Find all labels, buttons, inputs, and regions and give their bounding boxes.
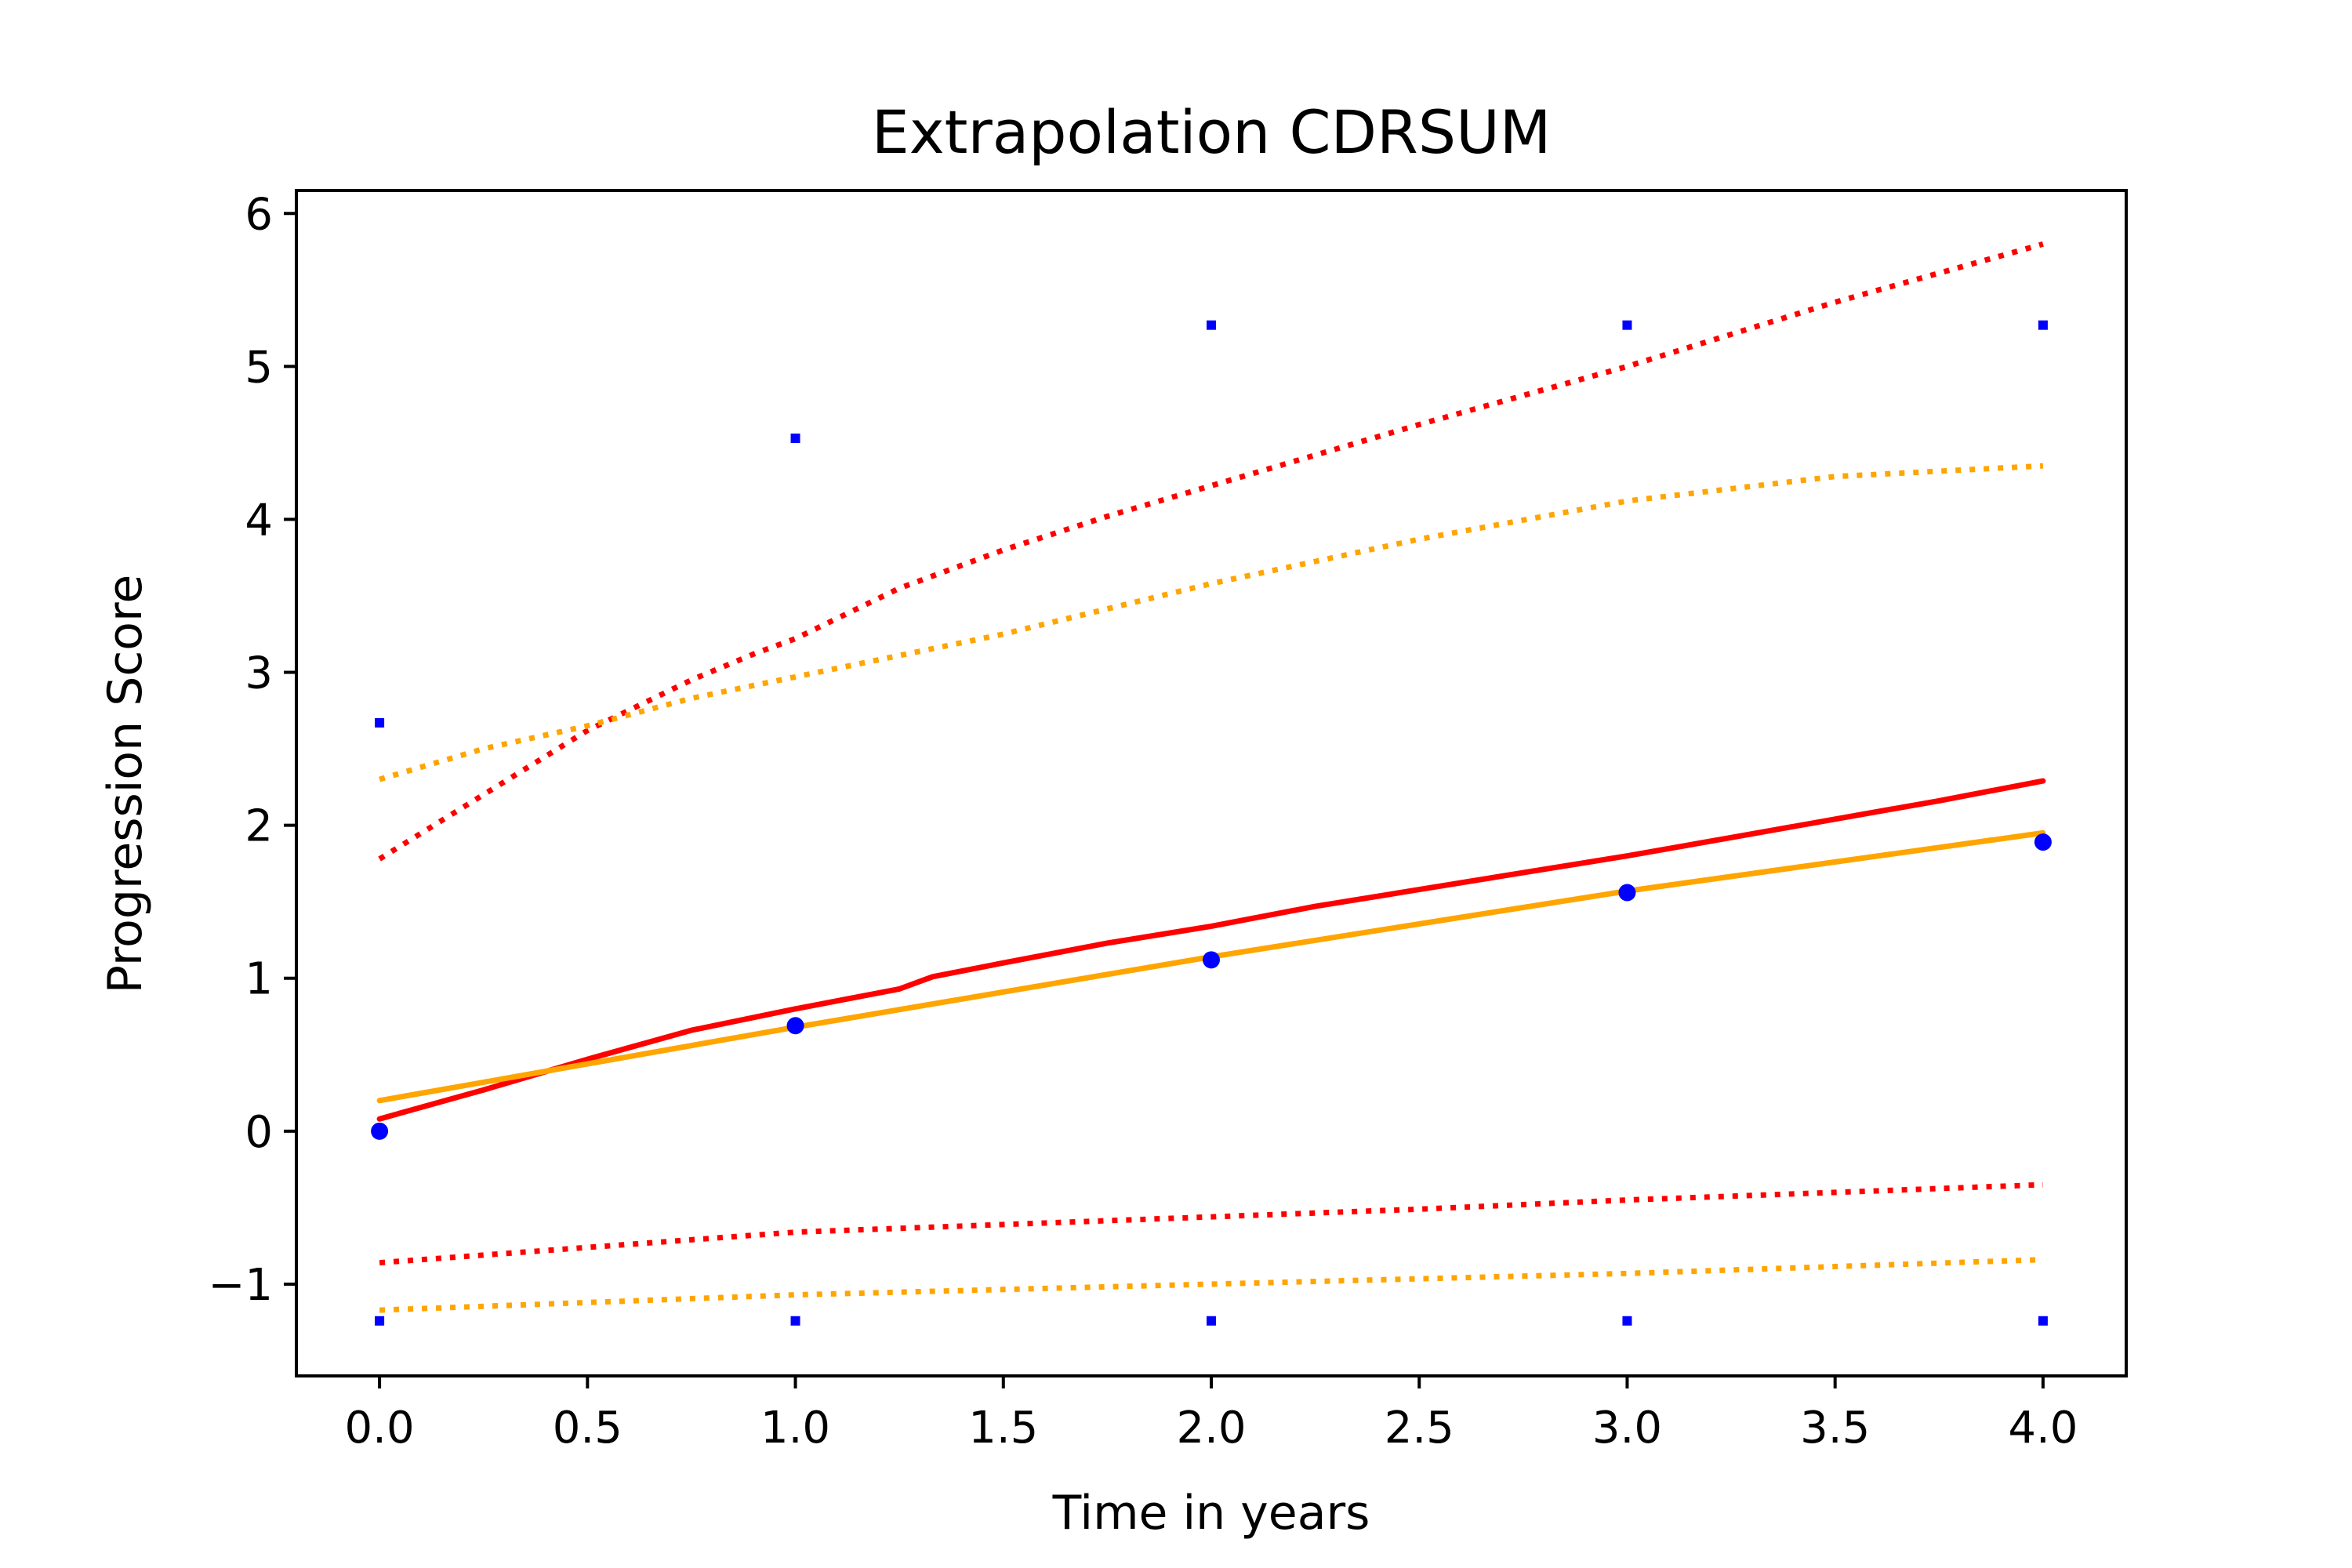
data-point-marker	[1207, 320, 1216, 330]
x-tick-label: 3.5	[1800, 1403, 1870, 1454]
y-tick-label: 3	[245, 648, 273, 699]
x-tick-label: 0.0	[345, 1403, 415, 1454]
data-point-marker	[375, 717, 385, 728]
data-point	[371, 1122, 389, 1140]
series-line	[376, 778, 2046, 1122]
x-tick-label: 2.0	[1176, 1403, 1246, 1454]
series-dotted-line	[378, 241, 2044, 862]
plot-frame	[295, 189, 2128, 1377]
data-point	[1203, 951, 1220, 969]
data-point	[2034, 833, 2052, 851]
data-point	[786, 1017, 804, 1035]
data-point-marker	[1207, 1316, 1216, 1326]
y-tick-label: 2	[245, 801, 273, 852]
x-tick-label: 2.5	[1385, 1403, 1454, 1454]
y-tick-label: 5	[245, 342, 273, 393]
x-tick-label: 0.5	[553, 1403, 622, 1454]
chart-title: Extrapolation CDRSUM	[872, 97, 1552, 167]
x-tick-label: 1.5	[968, 1403, 1038, 1454]
data-point-marker	[375, 1316, 385, 1326]
series-layer	[371, 241, 2052, 1326]
data-point-marker	[2038, 1316, 2048, 1326]
x-tick-label: 1.0	[760, 1403, 830, 1454]
y-tick-label: 1	[245, 954, 273, 1005]
x-axis-title: Time in years	[1052, 1486, 1370, 1541]
y-axis-title: Progression Score	[98, 575, 153, 994]
series-dotted-line	[379, 1181, 2044, 1266]
data-point-marker	[2038, 320, 2048, 330]
data-point-marker	[1622, 320, 1632, 330]
data-point	[1618, 884, 1636, 902]
y-tick-label: 6	[245, 189, 273, 240]
series-dotted-line	[379, 1257, 2044, 1313]
data-point-marker	[1622, 1316, 1632, 1326]
y-tick-label: −1	[208, 1260, 273, 1311]
y-tick-label: 4	[245, 495, 273, 546]
x-tick-label: 3.0	[1592, 1403, 1662, 1454]
x-tick-label: 4.0	[2008, 1403, 2078, 1454]
data-point-marker	[790, 1316, 800, 1326]
data-point-marker	[790, 434, 800, 444]
axis-layer: 0.0 0.5 1.0 1.5 2.0 2.5 3.0 3.5 4.0 −1 0 1 2 3 4 5 6	[208, 189, 2078, 1454]
y-tick-label: 0	[245, 1107, 273, 1158]
